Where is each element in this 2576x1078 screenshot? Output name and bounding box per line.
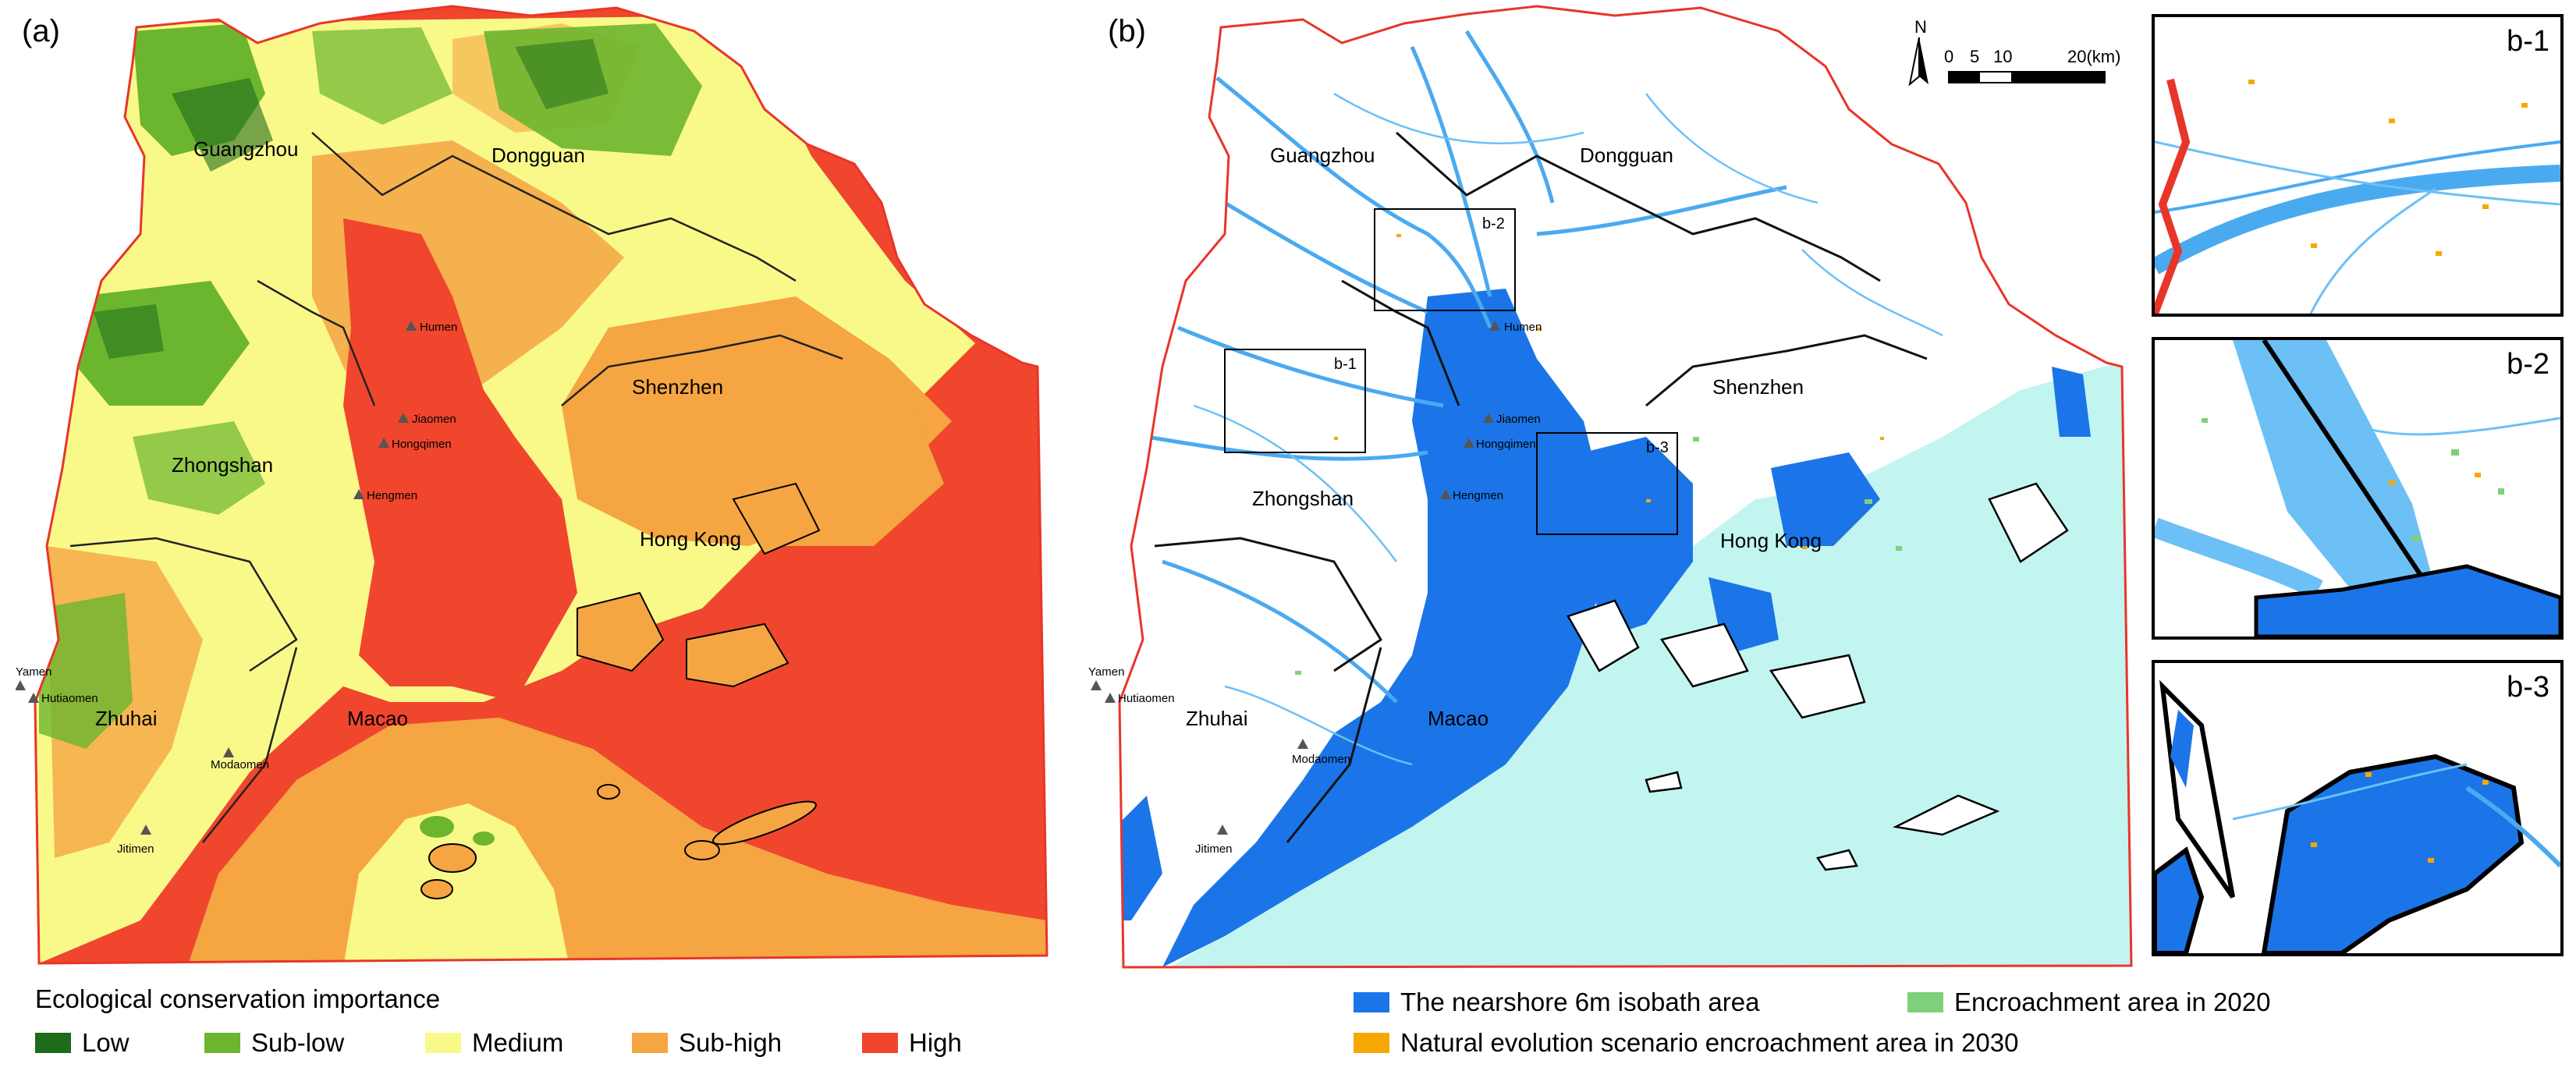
outlet-label-hengmen-b: Hengmen: [1453, 489, 1503, 502]
legend-a-item-sub-high: Sub-high: [632, 1028, 782, 1058]
inset-box-b1: [1224, 349, 1366, 453]
scale-tick-20: 20(km): [2067, 47, 2120, 66]
legend-a-item-sub-low: Sub-low: [204, 1028, 344, 1058]
outlet-label-humen: Humen: [420, 321, 457, 334]
outlet-label-humen-b: Humen: [1504, 321, 1542, 334]
legend-label-isobath: The nearshore 6m isobath area: [1400, 988, 1760, 1016]
legend-swatch-sub-low: [204, 1033, 240, 1053]
outlet-label-jitimen-b: Jitimen: [1195, 842, 1233, 856]
outlet-label-modaomen-b: Modaomen: [1292, 753, 1350, 766]
legend-swatch-isobath: [1354, 992, 1389, 1012]
outlet-label-yamen: Yamen: [16, 665, 51, 679]
map-b-encroachment: b-1 b-2 b-3 Guangzhou Dongguan Shenzhen …: [1118, 5, 2133, 969]
city-label-zhongshan: Zhongshan: [172, 453, 273, 477]
legend-swatch-medium: [425, 1033, 461, 1053]
scale-bar: N 0 5 10 20(km): [1908, 17, 2120, 87]
outlet-label-modaomen: Modaomen: [211, 758, 269, 771]
panel-a-label: (a): [22, 14, 60, 48]
legend-b-item-isobath: The nearshore 6m isobath area: [1354, 988, 1759, 1017]
legend-label-encroachment-2020: Encroachment area in 2020: [1954, 988, 2271, 1016]
legend-label-sub-low: Sub-low: [251, 1028, 345, 1057]
city-label-hong-kong: Hong Kong: [640, 527, 741, 551]
legend-label-encroachment-2030: Natural evolution scenario encroachment …: [1400, 1028, 2019, 1057]
city-label-dongguan-b: Dongguan: [1580, 144, 1673, 167]
inset-box-label-b2: b-2: [1482, 215, 1505, 232]
city-label-macao: Macao: [347, 707, 408, 730]
panel-b-label: (b): [1108, 14, 1146, 48]
legend-swatch-encroachment-2030: [1354, 1033, 1389, 1053]
scale-tick-5: 5: [1970, 47, 1979, 66]
inset-box-label-b1: b-1: [1334, 356, 1357, 373]
city-label-shenzhen: Shenzhen: [632, 375, 723, 399]
inset-box-b2: [1374, 208, 1516, 311]
inset-b3: b-3: [2152, 660, 2564, 956]
legend-b-item-encroachment-2020: Encroachment area in 2020: [1907, 988, 2270, 1017]
outlet-label-jiaomen-b: Jiaomen: [1496, 413, 1541, 426]
legend-swatch-sub-high: [632, 1033, 668, 1053]
north-label: N: [1914, 17, 1927, 37]
outlet-label-hongqimen: Hongqimen: [392, 438, 452, 451]
inset-box-label-b3: b-3: [1646, 439, 1669, 456]
map-a-ecological-importance: Guangzhou Dongguan Shenzhen Zhongshan Ho…: [16, 5, 1048, 965]
legend-a-item-low: Low: [35, 1028, 130, 1058]
legend-label-sub-high: Sub-high: [679, 1028, 782, 1057]
city-label-zhuhai-b: Zhuhai: [1186, 707, 1248, 730]
legend-b-item-encroachment-2030: Natural evolution scenario encroachment …: [1354, 1028, 2018, 1058]
outlet-label-hutiaomen-b: Hutiaomen: [1118, 692, 1175, 705]
legend-a-item-medium: Medium: [425, 1028, 563, 1058]
legend-a-title: Ecological conservation importance: [35, 984, 441, 1013]
inset-b1: b-1: [2152, 14, 2564, 317]
inset-box-b3: [1536, 432, 1678, 535]
legend-swatch-encroachment-2020: [1907, 992, 1943, 1012]
outlet-label-jiaomen: Jiaomen: [412, 413, 456, 426]
city-label-zhongshan-b: Zhongshan: [1252, 487, 1354, 510]
city-label-guangzhou-b: Guangzhou: [1270, 144, 1375, 167]
north-arrow-icon: [1908, 37, 1928, 87]
city-label-macao-b: Macao: [1428, 707, 1488, 730]
legend-label-medium: Medium: [472, 1028, 564, 1057]
outlet-label-hengmen: Hengmen: [367, 489, 417, 502]
outlet-label-yamen-b: Yamen: [1088, 665, 1124, 679]
legend-label-high: High: [909, 1028, 962, 1057]
inset-label-b2: b-2: [2507, 348, 2549, 381]
scale-tick-0: 0: [1944, 47, 1953, 66]
outlet-label-hutiaomen: Hutiaomen: [41, 692, 98, 705]
legend-a-item-high: High: [862, 1028, 962, 1058]
legend-swatch-low: [35, 1033, 71, 1053]
outlet-labels-left-b: Yamen Hutiaomen: [1088, 665, 1175, 705]
city-label-guangzhou: Guangzhou: [193, 137, 298, 161]
legend-swatch-high: [862, 1033, 898, 1053]
legend-label-low: Low: [82, 1028, 130, 1057]
city-label-shenzhen-b: Shenzhen: [1712, 375, 1804, 399]
inset-b2: b-2: [2152, 337, 2564, 640]
city-label-dongguan: Dongguan: [491, 144, 585, 167]
scale-tick-10: 10: [1993, 47, 2012, 66]
outlet-label-jitimen: Jitimen: [117, 842, 154, 856]
inset-label-b1: b-1: [2507, 25, 2549, 58]
inset-label-b3: b-3: [2507, 671, 2549, 704]
outlet-label-hongqimen-b: Hongqimen: [1476, 438, 1536, 451]
city-label-zhuhai: Zhuhai: [95, 707, 158, 730]
city-label-hong-kong-b: Hong Kong: [1720, 529, 1822, 552]
